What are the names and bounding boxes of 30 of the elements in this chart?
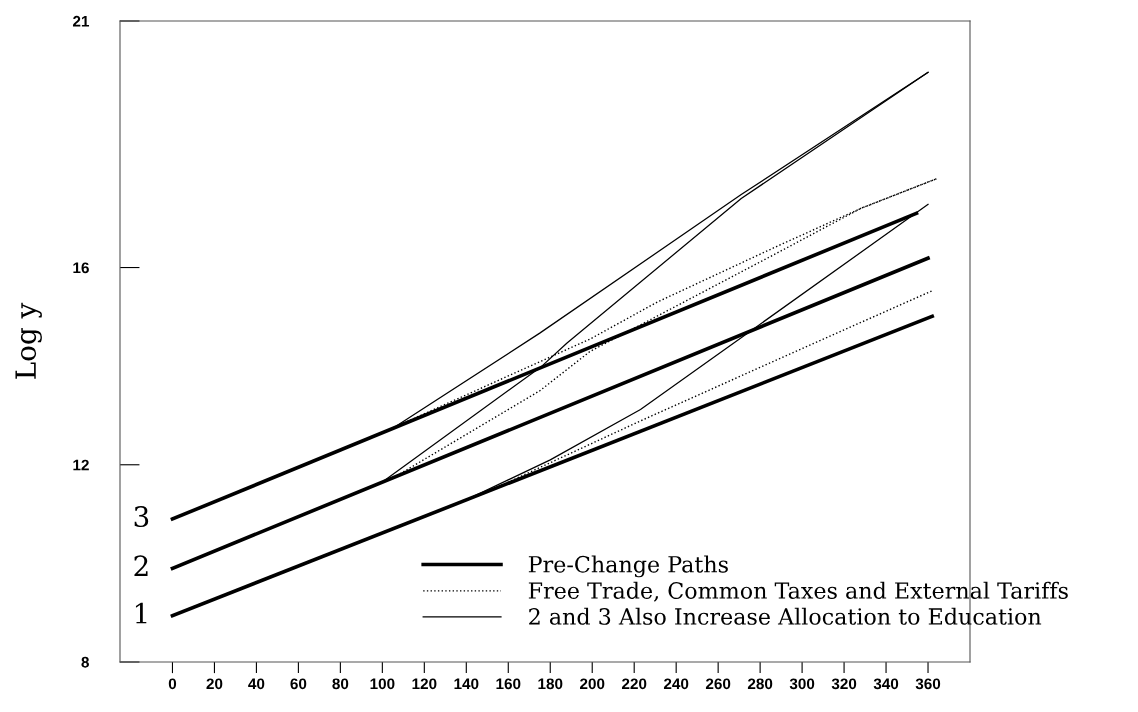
x-tick-label: 140 [454, 678, 479, 690]
annotation: 1 [135, 602, 147, 624]
x-tick-label: 280 [747, 678, 773, 690]
legend-label: Free Trade, Common Taxes and External Tariffs [528, 581, 1068, 602]
x-tick-label: 260 [705, 678, 731, 690]
y-tick-label: 16 [73, 262, 89, 274]
y-axis-title: Log y [15, 302, 42, 379]
x-tick-label: 120 [412, 678, 437, 690]
x-tick-label: 80 [332, 678, 349, 690]
legend-label: Pre-Change Paths [528, 555, 728, 578]
x-tick-label: 100 [370, 678, 395, 690]
x-tick-label: 60 [290, 678, 307, 690]
x-tick-label: 200 [580, 678, 605, 690]
x-tick-label: 0 [168, 678, 177, 690]
legend-label: 2 and 3 Also Increase Allocation to Education [529, 607, 1042, 625]
x-tick-label: 180 [538, 678, 563, 690]
x-tick-label: 240 [663, 678, 689, 690]
x-tick-label: 360 [915, 678, 941, 690]
y-tick-label: 8 [81, 656, 89, 668]
x-tick-label: 220 [621, 678, 647, 690]
x-tick-label: 40 [248, 678, 265, 690]
x-tick-label: 300 [789, 678, 815, 690]
annotation: 2 [134, 555, 148, 576]
y-tick-label: 12 [73, 459, 89, 471]
x-tick-label: 340 [873, 678, 899, 690]
y-tick-label: 21 [72, 15, 90, 27]
annotation: 3 [134, 506, 149, 528]
x-tick-label: 20 [206, 678, 223, 690]
x-tick-label: 320 [831, 678, 857, 690]
x-tick-label: 160 [496, 678, 521, 690]
